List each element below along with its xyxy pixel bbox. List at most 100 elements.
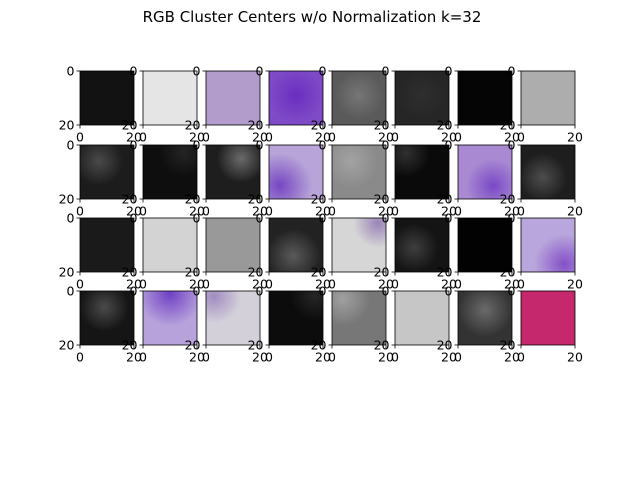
y-tick-label: 0 [130, 211, 138, 226]
y-tick-label: 0 [130, 138, 138, 153]
x-tick-label: 0 [265, 277, 273, 292]
y-tick-label: 0 [382, 284, 390, 299]
y-tick-label: 20 [185, 338, 201, 353]
x-tick-label: 20 [504, 277, 520, 292]
y-tick-label: 0 [508, 64, 516, 79]
cluster-center-shading [269, 218, 323, 272]
cluster-center-shading [395, 218, 449, 272]
y-tick-label: 0 [319, 138, 327, 153]
y-tick-label: 20 [122, 118, 138, 133]
axes-frame [205, 217, 261, 273]
x-tick-label: 20 [252, 130, 268, 145]
x-tick-label: 20 [441, 204, 457, 219]
y-tick-label: 20 [122, 192, 138, 207]
y-tick-label: 0 [130, 64, 138, 79]
cluster-center-shading [206, 145, 260, 199]
y-tick-label: 0 [256, 211, 264, 226]
x-tick-label: 0 [517, 277, 525, 292]
y-tick-label: 20 [59, 192, 75, 207]
x-tick-label: 20 [126, 277, 142, 292]
y-tick-label: 0 [193, 64, 201, 79]
axes-frame [205, 144, 261, 200]
y-tick-label: 20 [122, 338, 138, 353]
y-tick-label: 20 [437, 338, 453, 353]
cluster-center-shading [206, 291, 260, 345]
x-tick-label: 0 [139, 130, 147, 145]
figure-title: RGB Cluster Centers w/o Normalization k=… [143, 8, 482, 26]
cluster-center-shading [80, 145, 134, 199]
cluster-center-shading [521, 145, 575, 199]
y-tick-label: 0 [193, 211, 201, 226]
y-tick-label: 20 [311, 192, 327, 207]
y-tick-label: 20 [311, 338, 327, 353]
y-tick-label: 20 [248, 338, 264, 353]
axes-frame [331, 290, 387, 346]
y-tick-label: 0 [445, 64, 453, 79]
axes-frame [457, 217, 513, 273]
y-tick-label: 0 [256, 138, 264, 153]
x-tick-label: 20 [441, 350, 457, 365]
axes-frame [79, 70, 135, 126]
cluster-center-shading [80, 291, 134, 345]
x-tick-label: 0 [139, 277, 147, 292]
x-tick-label: 0 [265, 130, 273, 145]
y-tick-label: 20 [500, 192, 516, 207]
y-tick-label: 0 [193, 138, 201, 153]
x-tick-label: 0 [454, 277, 462, 292]
cluster-center-shading [332, 218, 386, 272]
axes-frame [79, 290, 135, 346]
axes-frame [520, 70, 576, 126]
x-tick-label: 20 [378, 130, 394, 145]
axes-frame [142, 217, 198, 273]
x-tick-label: 20 [567, 204, 583, 219]
y-tick-label: 20 [59, 338, 75, 353]
x-tick-label: 20 [189, 204, 205, 219]
cluster-center-shading [143, 145, 197, 199]
y-tick-label: 0 [508, 284, 516, 299]
cluster-center-shading [332, 71, 386, 125]
x-tick-label: 20 [567, 350, 583, 365]
axes-frame [268, 70, 324, 126]
x-tick-label: 0 [139, 350, 147, 365]
y-tick-label: 20 [374, 192, 390, 207]
y-tick-label: 20 [374, 118, 390, 133]
axes-frame [331, 217, 387, 273]
x-tick-label: 0 [328, 204, 336, 219]
axes-frame [142, 144, 198, 200]
x-tick-label: 0 [265, 204, 273, 219]
axes-frame [205, 70, 261, 126]
axes-frame [457, 70, 513, 126]
x-tick-label: 20 [504, 350, 520, 365]
axes-frame [268, 290, 324, 346]
axes-frame [520, 144, 576, 200]
y-tick-label: 20 [500, 338, 516, 353]
y-tick-label: 20 [437, 118, 453, 133]
cluster-center-shading [143, 291, 197, 345]
cluster-center-shading [269, 71, 323, 125]
x-tick-label: 0 [391, 277, 399, 292]
x-tick-label: 20 [315, 277, 331, 292]
x-tick-label: 0 [454, 204, 462, 219]
y-tick-label: 0 [319, 211, 327, 226]
x-tick-label: 20 [126, 204, 142, 219]
cluster-center-image [80, 71, 134, 125]
